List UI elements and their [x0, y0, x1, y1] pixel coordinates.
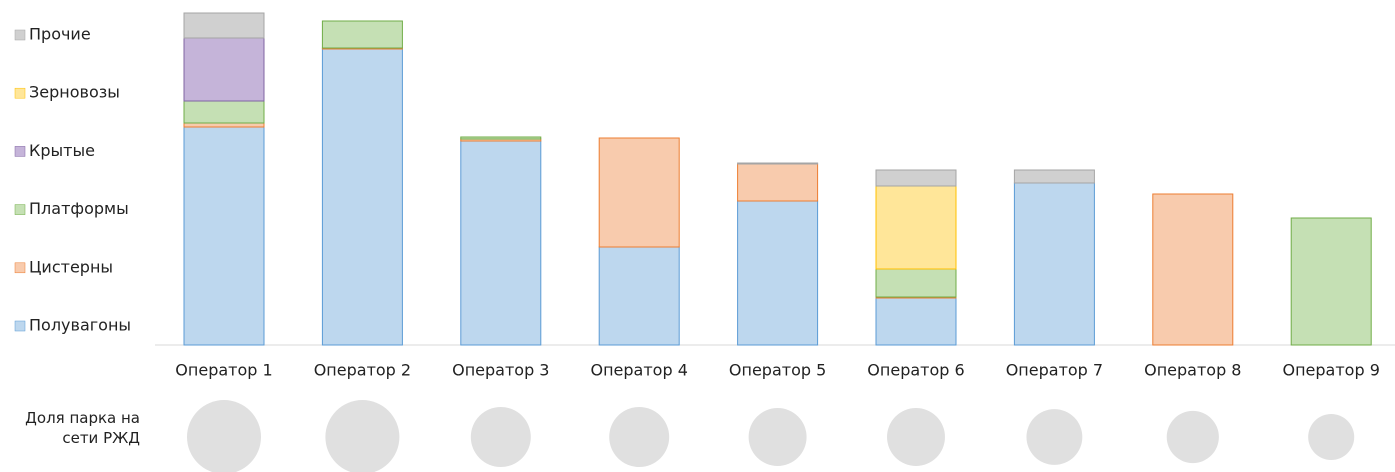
bar-segment	[737, 200, 819, 346]
share-circle	[1166, 410, 1219, 464]
bar-segment	[460, 140, 542, 346]
bar-segment	[1013, 182, 1095, 346]
x-tick-label: Оператор 4	[591, 361, 688, 380]
legend-label: Зерновозы	[29, 83, 120, 102]
bar-segment	[1013, 169, 1095, 184]
legend-label: Прочие	[29, 25, 91, 44]
bar-segment	[875, 268, 957, 298]
x-tick-label: Оператор 9	[1283, 361, 1380, 380]
legend-swatch	[14, 262, 26, 274]
bar-segment	[321, 20, 403, 49]
bar-segment	[1290, 217, 1372, 346]
legend-label: Платформы	[29, 199, 129, 218]
share-circle	[1308, 413, 1355, 461]
x-tick-label: Оператор 7	[1006, 361, 1103, 380]
bar-segment	[598, 137, 680, 248]
legend-swatch	[14, 87, 26, 99]
x-tick-label: Оператор 3	[452, 361, 549, 380]
share-circle	[1026, 409, 1083, 465]
bar-segment	[183, 122, 265, 128]
share-circle	[887, 408, 945, 466]
x-tick-label: Оператор 2	[314, 361, 411, 380]
x-tick-label: Оператор 5	[729, 361, 826, 380]
bar-segment	[183, 126, 265, 346]
legend-swatch	[14, 320, 26, 332]
bar-segment	[183, 100, 265, 124]
bar-segment	[460, 136, 542, 140]
share-circle	[325, 400, 400, 472]
bar-segment	[737, 162, 819, 165]
x-tick-label: Оператор 1	[175, 361, 272, 380]
bar-segment	[183, 12, 265, 39]
share-circle	[748, 408, 807, 466]
bar-segment	[875, 185, 957, 270]
legend-label: Полувагоны	[29, 316, 131, 335]
bar-segment	[875, 169, 957, 187]
share-label: Доля парка на сети РЖД	[25, 409, 140, 447]
legend-swatch	[14, 29, 26, 41]
share-circle	[187, 400, 261, 472]
share-circle	[470, 407, 531, 467]
bar-segment	[183, 37, 265, 102]
share-circle	[609, 407, 670, 467]
legend-swatch	[14, 146, 26, 157]
bar-segment	[875, 297, 957, 346]
bar-segment	[598, 246, 680, 346]
bar-segment	[737, 163, 819, 202]
x-tick-label: Оператор 8	[1144, 361, 1241, 380]
x-tick-label: Оператор 6	[867, 361, 964, 380]
legend-swatch	[14, 204, 26, 215]
bar-segment	[1152, 193, 1234, 346]
bar-segment	[321, 48, 403, 346]
legend-label: Крытые	[29, 141, 95, 160]
legend-label: Цистерны	[29, 257, 113, 276]
